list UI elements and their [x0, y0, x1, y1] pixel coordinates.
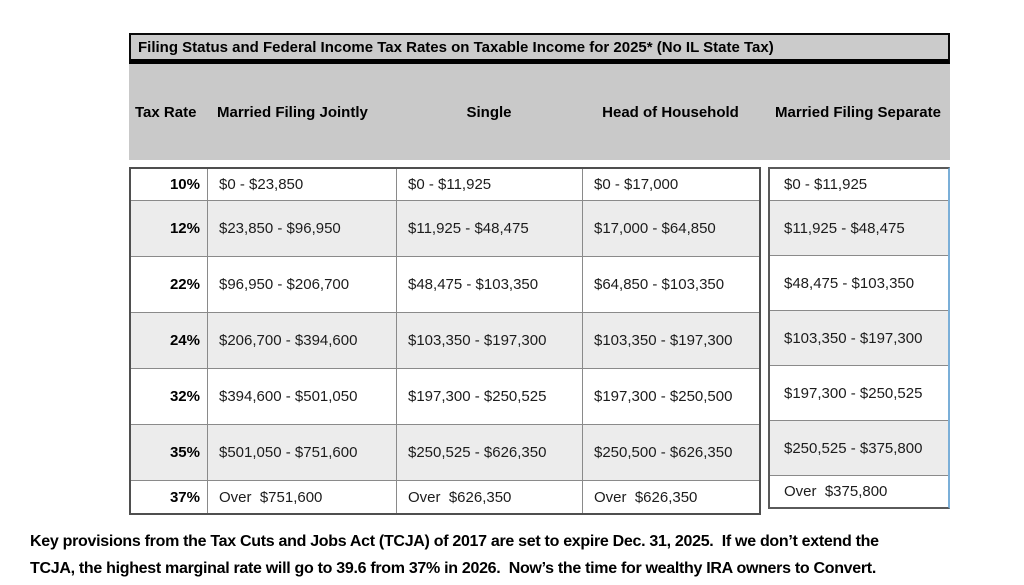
bracket-cell-mfj: $501,050 - $751,600: [207, 425, 396, 480]
bracket-cell-mfs: $250,525 - $375,800: [770, 420, 948, 475]
bracket-cell-single: $250,525 - $626,350: [396, 425, 582, 480]
bracket-cell-mfs: $48,475 - $103,350: [770, 255, 948, 310]
bracket-cell-single: $11,925 - $48,475: [396, 201, 582, 256]
bracket-cell-single: $197,300 - $250,525: [396, 369, 582, 424]
column-header-head-of-household: Head of Household: [602, 103, 739, 121]
table-row: 22% $96,950 - $206,700 $48,475 - $103,35…: [131, 256, 759, 312]
bracket-cell-hoh: $103,350 - $197,300: [582, 313, 759, 368]
table-row: 32% $394,600 - $501,050 $197,300 - $250,…: [131, 368, 759, 424]
bracket-cell-single: $103,350 - $197,300: [396, 313, 582, 368]
column-header-married-filing-separate: Married Filing Separate: [775, 103, 941, 121]
bracket-cell-hoh: $64,850 - $103,350: [582, 257, 759, 312]
rate-cell: 12%: [169, 220, 200, 237]
table-row: 12% $23,850 - $96,950 $11,925 - $48,475 …: [131, 200, 759, 256]
bracket-cell-mfj: $206,700 - $394,600: [207, 313, 396, 368]
column-header-tax-rate: Tax Rate: [135, 103, 197, 121]
rate-cell: 10%: [169, 176, 200, 193]
table-row: 24% $206,700 - $394,600 $103,350 - $197,…: [131, 312, 759, 368]
table-row: 35% $501,050 - $751,600 $250,525 - $626,…: [131, 424, 759, 480]
bracket-cell-single: $48,475 - $103,350: [396, 257, 582, 312]
bracket-cell-mfj: Over $751,600: [207, 481, 396, 513]
column-header-single: Single: [466, 103, 512, 121]
column-header-married-filing-jointly: Married Filing Jointly: [217, 103, 368, 121]
footer-note: Key provisions from the Tax Cuts and Job…: [30, 528, 1015, 582]
bracket-cell-hoh: $250,500 - $626,350: [582, 425, 759, 480]
bracket-cell-hoh: $197,300 - $250,500: [582, 369, 759, 424]
bracket-cell-mfs: $197,300 - $250,525: [770, 365, 948, 420]
bracket-cell-hoh: $0 - $17,000: [582, 169, 759, 200]
table-title: Filing Status and Federal Income Tax Rat…: [129, 33, 950, 64]
table-row: 10% $0 - $23,850 $0 - $11,925 $0 - $17,0…: [131, 169, 759, 200]
bracket-cell-mfs: Over $375,800: [770, 475, 948, 507]
bracket-cell-mfj: $394,600 - $501,050: [207, 369, 396, 424]
rate-cell: 24%: [169, 332, 200, 349]
bracket-cell-mfj: $23,850 - $96,950: [207, 201, 396, 256]
bracket-cell-mfs: $11,925 - $48,475: [770, 200, 948, 255]
table-header: Tax Rate Married Filing Jointly Single H…: [129, 64, 950, 160]
table-row: 37% Over $751,600 Over $626,350 Over $62…: [131, 480, 759, 513]
bracket-cell-single: Over $626,350: [396, 481, 582, 513]
rate-cell: 35%: [169, 444, 200, 461]
bracket-cell-single: $0 - $11,925: [396, 169, 582, 200]
married-filing-separate-column: $0 - $11,925 $11,925 - $48,475 $48,475 -…: [768, 167, 950, 509]
bracket-cell-mfj: $96,950 - $206,700: [207, 257, 396, 312]
bracket-cell-hoh: Over $626,350: [582, 481, 759, 513]
rate-cell: 37%: [169, 488, 200, 506]
footer-note-line: TCJA, the highest marginal rate will go …: [30, 560, 876, 577]
rate-cell: 32%: [169, 388, 200, 405]
bracket-cell-mfj: $0 - $23,850: [207, 169, 396, 200]
footer-note-line: Key provisions from the Tax Cuts and Job…: [30, 533, 879, 550]
rate-cell: 22%: [169, 276, 200, 293]
bracket-cell-mfs: $0 - $11,925: [784, 176, 868, 193]
tax-bracket-table: 10% $0 - $23,850 $0 - $11,925 $0 - $17,0…: [129, 167, 761, 515]
bracket-cell-mfs: $103,350 - $197,300: [770, 310, 948, 365]
bracket-cell-hoh: $17,000 - $64,850: [582, 201, 759, 256]
